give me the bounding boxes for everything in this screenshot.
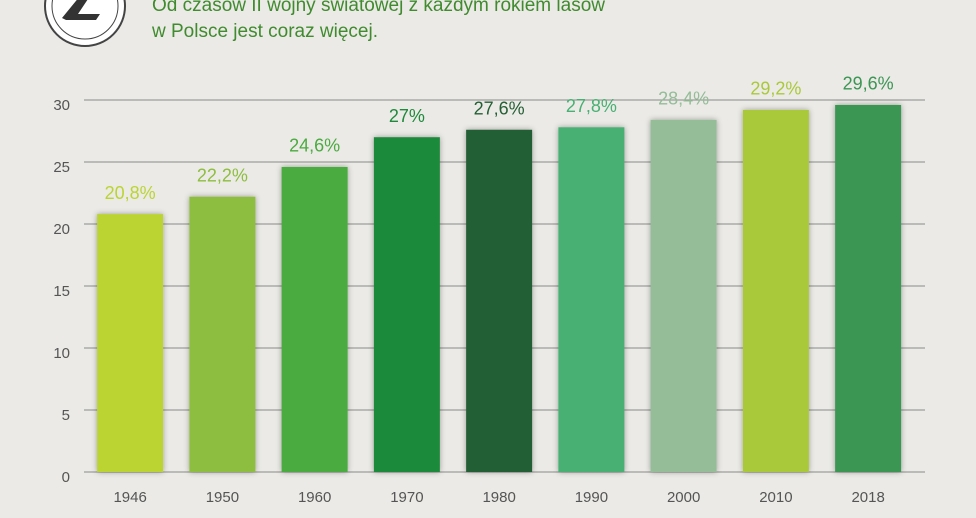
y-tick-label: 25: [53, 159, 70, 176]
chart-title: Od czasów II wojny światowej z każdym ro…: [152, 0, 605, 16]
x-tick-label: 1980: [482, 489, 515, 506]
y-tick-label: 10: [53, 345, 70, 362]
value-label: 27,8%: [566, 96, 617, 116]
bar: [466, 129, 533, 472]
bar: [97, 214, 164, 472]
x-tick-label: 1960: [298, 489, 331, 506]
value-label: 24,6%: [289, 136, 340, 156]
bar: [558, 127, 625, 472]
bar: [742, 109, 809, 473]
value-label: 28,4%: [658, 89, 709, 109]
x-tick-label: 1946: [113, 489, 146, 506]
bar: [189, 196, 256, 472]
bar: [650, 119, 717, 472]
x-tick-label: 2000: [667, 489, 700, 506]
value-label: 29,2%: [750, 79, 801, 99]
x-tick-label: 1990: [575, 489, 608, 506]
value-label: 20,8%: [105, 183, 156, 203]
value-label: 27,6%: [474, 99, 525, 119]
y-tick-label: 30: [53, 97, 70, 114]
value-label: 22,2%: [197, 165, 248, 185]
y-tick-label: 0: [62, 469, 70, 486]
y-tick-label: 20: [53, 221, 70, 238]
y-tick-label: 5: [62, 407, 70, 424]
value-label: 27%: [389, 106, 425, 126]
x-tick-label: 2018: [851, 489, 884, 506]
x-tick-label: 2010: [759, 489, 792, 506]
bar: [281, 166, 348, 472]
bar: [835, 104, 902, 473]
y-tick-label: 15: [53, 283, 70, 300]
bar: [373, 137, 440, 472]
x-tick-label: 1950: [206, 489, 239, 506]
logo: [44, 0, 126, 47]
chart-title: w Polsce jest coraz więcej.: [151, 21, 378, 42]
x-tick-label: 1970: [390, 489, 423, 506]
value-label: 29,6%: [843, 74, 894, 94]
